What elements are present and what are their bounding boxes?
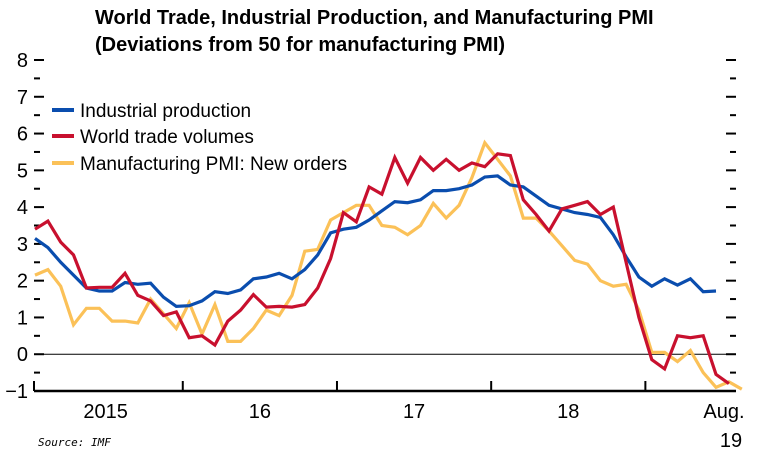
x-tick-label: 17 [403,401,425,423]
x-axis: 2015 16 17 18 [33,381,736,423]
source-note: Source: IMF [38,436,111,449]
series-group [34,139,743,391]
legend: Industrial production World trade volumes… [52,101,347,175]
y-tick-label: 1 [17,307,28,329]
y-tick-label: 3 [17,234,28,256]
y-tick-label: 2 [17,271,28,293]
y-tick-label: −1 [5,381,28,403]
y-tick-label: 6 [17,124,28,146]
x-tick-label: 2015 [83,401,128,423]
x-tick-label-19: 19 [720,430,742,452]
legend-label: World trade volumes [80,127,254,148]
y-axis-right [726,59,736,392]
series-line-world-trade-volumes [34,152,730,385]
y-tick-label: 4 [17,197,28,219]
x-tick-label-aug: Aug. [703,401,744,423]
y-tick-label: 7 [17,87,28,109]
legend-label: Manufacturing PMI: New orders [80,154,347,175]
chart-title: World Trade, Industrial Production, and … [95,7,654,29]
legend-label: Industrial production [80,101,251,122]
y-tick-label: 0 [17,344,28,366]
y-tick-label: 5 [17,160,28,182]
y-axis: 8 7 6 5 4 3 2 1 0 −1 [5,50,44,403]
chart-subtitle: (Deviations from 50 for manufacturing PM… [95,34,505,56]
x-tick-label: 18 [557,401,579,423]
x-tick-label: 16 [249,401,271,423]
y-tick-label: 8 [17,50,28,72]
series-line-industrial-production [34,174,717,309]
